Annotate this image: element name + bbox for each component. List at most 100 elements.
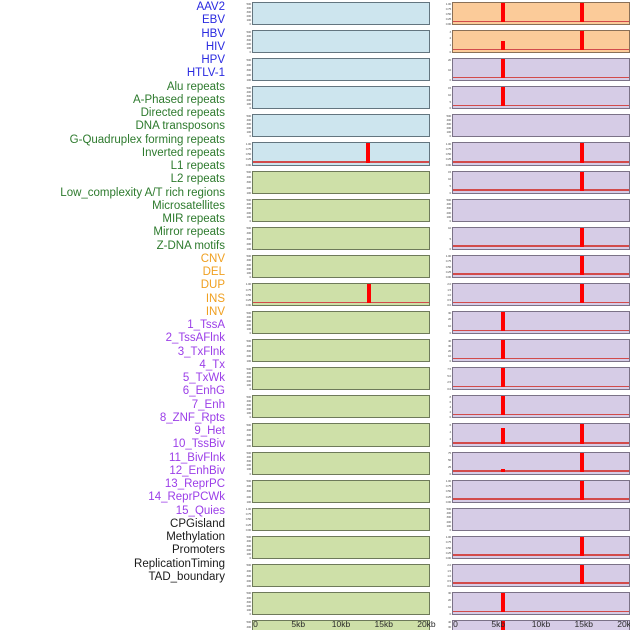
- ytick-label: 500: [246, 591, 251, 596]
- yaxis-ticks-left-alu-repeats: 500 400 300 200 100: [230, 169, 252, 197]
- ytick-label: 0.0: [447, 303, 451, 308]
- track-left-z-dna-motifs[interactable]: [252, 507, 430, 531]
- track-right-dup[interactable]: [452, 591, 630, 616]
- ytick-label: 100: [246, 383, 251, 388]
- track-left-directed-repeats[interactable]: [252, 226, 430, 250]
- track-right-del[interactable]: [452, 563, 630, 587]
- ytick-label: 200: [246, 407, 251, 412]
- track-right-hbv[interactable]: [452, 58, 630, 82]
- row-label-low-complexity-a-t-rich-regions: Low_complexity A/T rich regions: [60, 186, 225, 199]
- yaxis-ticks-right-a-phased-repeats: 500 400 300 200 100 0: [430, 197, 452, 225]
- ytick-label: 0.5: [447, 297, 451, 302]
- ytick-label: 500: [246, 563, 251, 568]
- ytick-label: 75: [447, 451, 451, 455]
- yaxis-ticks-left-hiv: 500 400 300 200 100 0: [230, 84, 252, 112]
- ytick-label: 1.00: [445, 141, 451, 146]
- track-right-directed-repeats[interactable]: [452, 226, 630, 250]
- ytick-label: 2: [449, 436, 451, 441]
- track-left-ins[interactable]: [252, 620, 430, 630]
- track-right-dna-transposons[interactable]: [452, 254, 630, 278]
- data-spike: [500, 469, 505, 472]
- ytick-label: 0.50: [245, 517, 251, 522]
- ytick-label: 300: [246, 37, 251, 42]
- ytick-label: 20: [447, 317, 451, 322]
- track-right-l2-repeats[interactable]: [452, 367, 630, 391]
- track-right-z-dna-motifs[interactable]: [452, 507, 630, 531]
- track-left-microsatellites[interactable]: [252, 423, 430, 447]
- ytick-label: 1.00: [445, 479, 451, 484]
- track-left-low-complexity-a-t-rich-regions[interactable]: [252, 395, 430, 419]
- data-spike: [500, 87, 505, 107]
- track-left-mir-repeats[interactable]: [252, 451, 430, 475]
- track-right-ebv[interactable]: [452, 30, 630, 54]
- track-right-g-quadruplex-forming-repeats[interactable]: [452, 282, 630, 307]
- data-spike: [500, 3, 505, 23]
- ytick-label: 500: [246, 198, 251, 203]
- track-left-dup[interactable]: [252, 591, 430, 616]
- track-left-mirror-repeats[interactable]: [252, 479, 430, 503]
- track-row: [252, 393, 430, 421]
- yaxis-ticks-right-hiv: 15 10 5 0: [430, 84, 452, 112]
- track-left-cnv[interactable]: [252, 535, 430, 559]
- track-right-a-phased-repeats[interactable]: [452, 198, 630, 222]
- track-right-alu-repeats[interactable]: [452, 170, 630, 194]
- ytick-label: 0.75: [445, 540, 451, 545]
- track-left-hiv[interactable]: [252, 86, 430, 110]
- xtick-label: 10kb: [331, 619, 351, 629]
- row-label-column: AAV2 EBV HBV HIV HPV HTLV-1 Alu repeats A-Phase…: [0, 0, 230, 619]
- track-right-hiv[interactable]: [452, 86, 630, 110]
- ytick-label: 500: [246, 310, 251, 315]
- track-left-ebv[interactable]: [252, 30, 430, 54]
- ytick-label: 10: [447, 226, 451, 231]
- track-left-dna-transposons[interactable]: [252, 254, 430, 278]
- track-right-microsatellites[interactable]: [452, 423, 630, 447]
- yaxis-ticks-right-microsatellites: 6 4 2 0: [430, 421, 452, 449]
- track-right-low-complexity-a-t-rich-regions[interactable]: [452, 395, 630, 419]
- ytick-label: 0: [249, 218, 251, 223]
- yaxis-ticks-left-microsatellites: 500 400 300 200 100: [230, 421, 252, 449]
- ytick-label: 300: [246, 318, 251, 323]
- data-spike: [579, 3, 584, 23]
- ytick-label: 1.00: [245, 141, 251, 146]
- track-baseline: [453, 385, 629, 388]
- ytick-label: 200: [246, 463, 251, 468]
- ytick-label: 2.0: [447, 563, 451, 568]
- row-label-g-quadruplex-forming-repeats: G-Quadruplex forming repeats: [69, 133, 225, 146]
- ytick-label: 500: [246, 394, 251, 399]
- track-left-aav2[interactable]: [252, 2, 430, 26]
- ytick-label: 400: [246, 370, 251, 375]
- data-spike: [579, 143, 584, 163]
- track-right-l1-repeats[interactable]: [452, 339, 630, 363]
- ytick-label: 0.25: [245, 297, 251, 302]
- track-left-inverted-repeats[interactable]: [252, 311, 430, 335]
- row-label-2-tssaflnk: 2_TssAFlnk: [165, 332, 225, 345]
- track-right-htlv-1[interactable]: [452, 142, 630, 166]
- track-baseline: [453, 582, 629, 584]
- ytick-label: 4: [449, 405, 451, 410]
- xtick-label: 15kb: [574, 619, 593, 629]
- xtick-label: 20kb: [617, 619, 630, 629]
- track-right-aav2[interactable]: [452, 2, 630, 26]
- track-right-inverted-repeats[interactable]: [452, 311, 630, 335]
- track-left-l1-repeats[interactable]: [252, 339, 430, 363]
- track-left-del[interactable]: [252, 563, 430, 587]
- track-right-hpv[interactable]: [452, 114, 630, 138]
- track-left-hpv[interactable]: [252, 114, 430, 138]
- track-right-mirror-repeats[interactable]: [452, 479, 630, 503]
- ytick-label: 500: [246, 254, 251, 259]
- track-left-g-quadruplex-forming-repeats[interactable]: [252, 282, 430, 307]
- track-right-cnv[interactable]: [452, 535, 630, 559]
- ytick-label: 100: [246, 270, 251, 275]
- track-row: [452, 534, 630, 562]
- track-left-l2-repeats[interactable]: [252, 367, 430, 391]
- ytick-label: 300: [246, 543, 251, 548]
- track-right-mir-repeats[interactable]: [452, 451, 630, 475]
- track-left-hbv[interactable]: [252, 58, 430, 82]
- row-label-directed-repeats: Directed repeats: [140, 107, 225, 119]
- track-row: [452, 393, 630, 421]
- track-left-alu-repeats[interactable]: [252, 170, 430, 194]
- track-left-htlv-1[interactable]: [252, 142, 430, 166]
- track-left-a-phased-repeats[interactable]: [252, 198, 430, 222]
- ytick-label: 0: [249, 555, 251, 560]
